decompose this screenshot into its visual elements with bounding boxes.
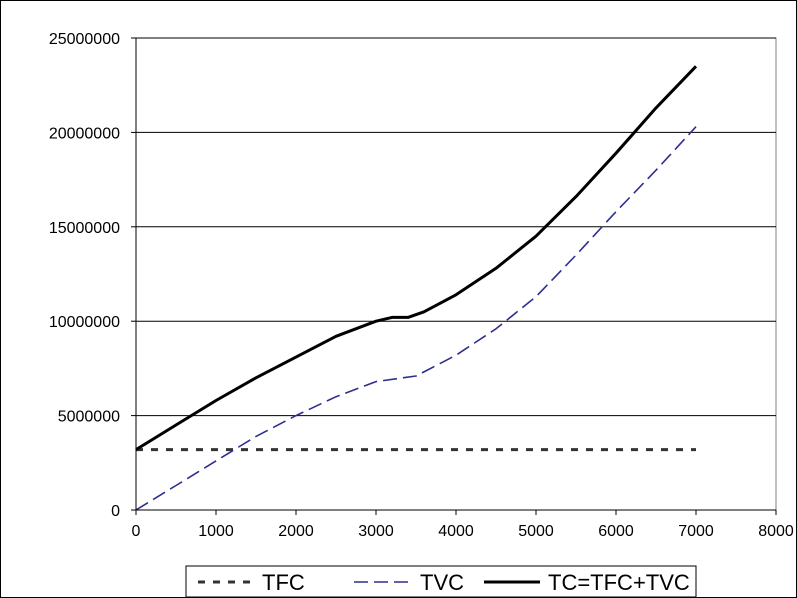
x-tick-label: 4000 xyxy=(438,523,474,540)
x-tick-label: 3000 xyxy=(358,523,394,540)
legend-label: TVC xyxy=(420,570,464,595)
x-tick-label: 2000 xyxy=(278,523,314,540)
x-tick-label: 8000 xyxy=(758,523,794,540)
x-tick-label: 1000 xyxy=(198,523,234,540)
y-tick-label: 10000000 xyxy=(49,314,120,331)
legend: TFC TVC TC=TFC+TVC xyxy=(185,565,697,598)
y-tick-label: 0 xyxy=(111,503,120,520)
y-axis-tick-labels: 0 5000000 10000000 15000000 20000000 25000000 xyxy=(49,31,136,520)
x-axis-tick-labels: 0 1000 2000 3000 4000 5000 6000 7000 8000 xyxy=(132,510,794,540)
x-tick-label: 7000 xyxy=(678,523,714,540)
y-tick-label: 5000000 xyxy=(58,409,120,426)
x-tick-label: 5000 xyxy=(518,523,554,540)
x-tick-label: 0 xyxy=(132,523,141,540)
series-line-tc-tfc-tvc xyxy=(135,65,698,451)
series-line-tvc xyxy=(135,126,697,511)
legend-label: TFC xyxy=(262,570,305,595)
y-tick-label: 15000000 xyxy=(49,220,120,237)
y-tick-label: 20000000 xyxy=(49,125,120,142)
gridlines xyxy=(136,37,776,417)
y-tick-label: 25000000 xyxy=(49,31,120,48)
legend-box xyxy=(185,565,697,598)
series-lines xyxy=(135,65,698,511)
legend-label: TC=TFC+TVC xyxy=(548,570,690,595)
x-tick-label: 6000 xyxy=(598,523,634,540)
plot-area xyxy=(135,37,777,511)
